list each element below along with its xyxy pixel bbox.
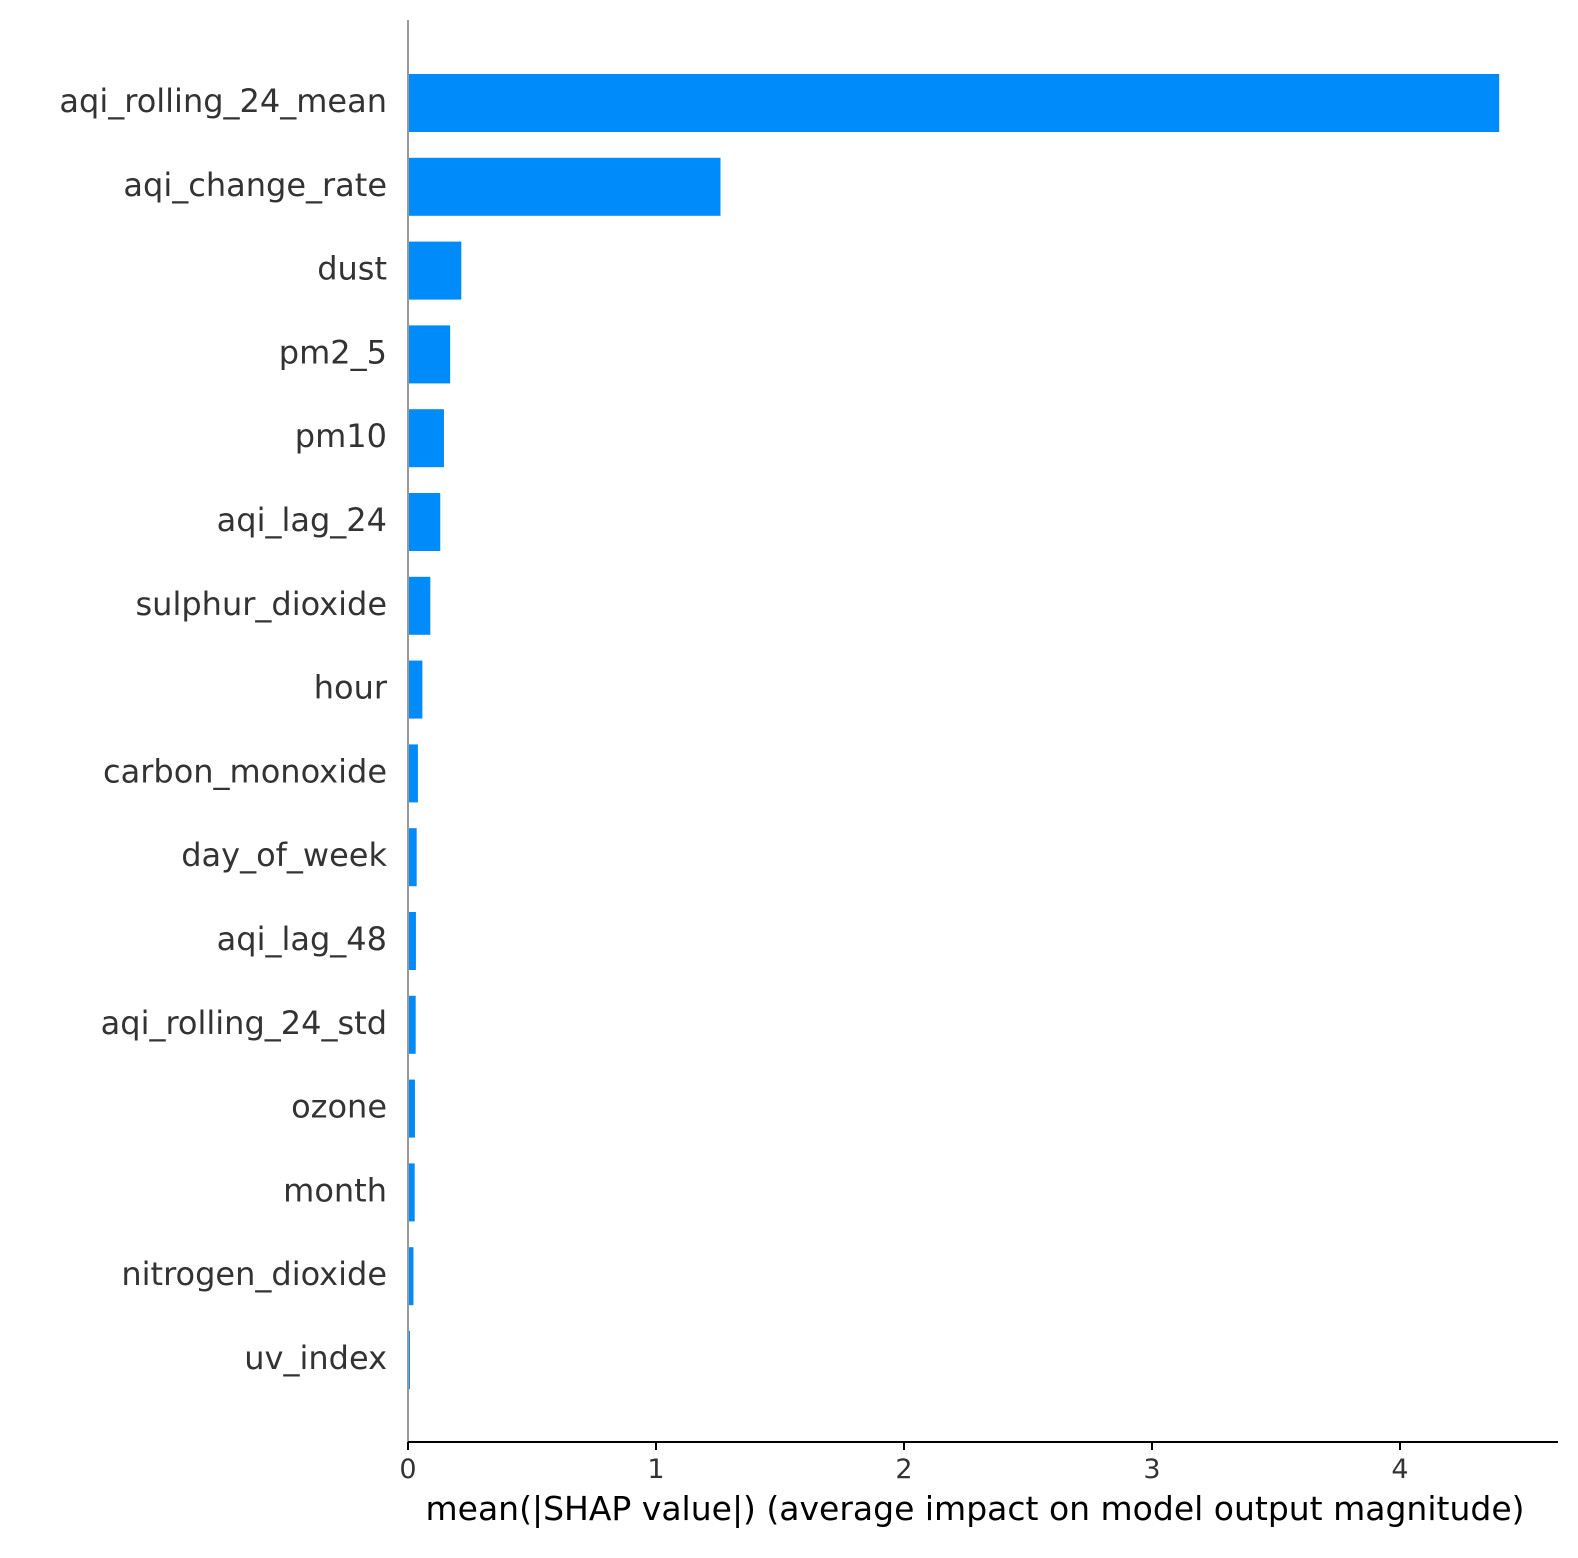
bar-month	[408, 1163, 415, 1222]
feature-label: hour	[314, 669, 388, 707]
bars-layer	[408, 74, 1500, 1389]
feature-label: month	[283, 1171, 387, 1209]
feature-label: aqi_rolling_24_mean	[59, 82, 387, 120]
x-axis-ticks: 0 1 2 3 4	[399, 1442, 1409, 1485]
bar-aqi-lag-24	[408, 493, 441, 551]
feature-label: ozone	[291, 1088, 387, 1126]
feature-label: pm2_5	[279, 333, 387, 371]
feature-label: aqi_lag_24	[217, 501, 387, 539]
x-axis-title: mean(|SHAP value|) (average impact on mo…	[426, 1489, 1525, 1528]
feature-label: aqi_lag_48	[217, 920, 387, 958]
feature-label: nitrogen_dioxide	[121, 1255, 387, 1293]
x-tick-label: 0	[399, 1454, 416, 1485]
bar-day-of-week	[408, 828, 417, 887]
x-tick-label: 1	[647, 1454, 664, 1485]
feature-label: dust	[317, 250, 387, 288]
bar-nitrogen-dioxide	[408, 1247, 414, 1306]
x-tick-label: 2	[895, 1454, 912, 1485]
bar-aqi-rolling-24-std	[408, 995, 416, 1054]
feature-label: pm10	[295, 417, 387, 455]
x-tick-label: 3	[1143, 1454, 1160, 1485]
feature-label: aqi_change_rate	[123, 166, 387, 204]
feature-label: day_of_week	[181, 836, 387, 874]
x-tick-label: 4	[1391, 1454, 1408, 1485]
bar-pm2-5	[408, 325, 451, 384]
bar-pm10	[408, 409, 444, 468]
bar-carbon-monoxide	[408, 744, 418, 803]
bar-hour	[408, 660, 423, 719]
feature-label: aqi_rolling_24_std	[101, 1004, 387, 1042]
bar-aqi-rolling-24-mean	[408, 74, 1500, 132]
feature-label: uv_index	[244, 1339, 387, 1377]
feature-label: carbon_monoxide	[103, 752, 387, 790]
bar-sulphur-dioxide	[408, 576, 431, 635]
bar-ozone	[408, 1079, 415, 1138]
bar-dust	[408, 241, 462, 300]
bar-aqi-lag-48	[408, 912, 416, 970]
feature-label: sulphur_dioxide	[136, 585, 388, 623]
bar-aqi-change-rate	[408, 157, 721, 216]
